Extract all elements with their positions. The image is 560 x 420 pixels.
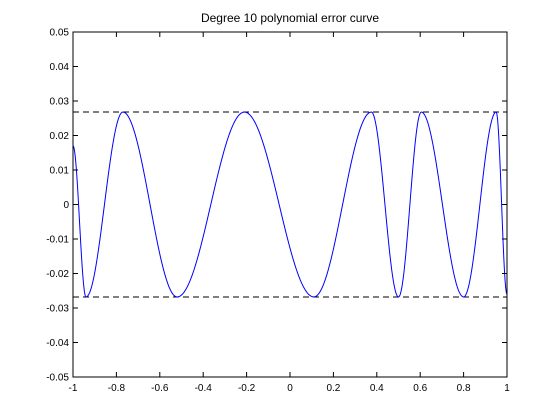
x-tick-label: -0.8	[108, 383, 126, 394]
y-tick-label: -0.03	[46, 304, 69, 315]
y-tick-label: -0.02	[46, 269, 69, 280]
x-tick-label: -0.6	[151, 383, 169, 394]
x-tick-label: 0.6	[413, 383, 427, 394]
chart-title: Degree 10 polynomial error curve	[201, 11, 379, 25]
x-tick-label: 0	[287, 383, 293, 394]
axes-frame	[72, 31, 508, 378]
error-curve-series	[72, 111, 508, 298]
y-tick-label: 0	[63, 200, 69, 211]
x-tick-label: -0.2	[238, 383, 256, 394]
y-tick-label: 0.02	[50, 131, 70, 142]
x-tick-label: 0.8	[457, 383, 471, 394]
y-tick-label: -0.01	[46, 235, 69, 246]
y-tick-label: 0.03	[50, 97, 70, 108]
x-tick-label: 0.4	[370, 383, 384, 394]
plot-area	[72, 111, 508, 298]
y-tick-label: 0.01	[50, 166, 70, 177]
x-tick-label: -0.4	[195, 383, 213, 394]
y-tick-label: 0.04	[50, 62, 70, 73]
y-tick-label: -0.04	[46, 338, 69, 349]
axis-ticks: -1 -0.8 -0.6 -0.4 -0.2 0 0.2 0.4 0.6 0.8 1 -0.05 -0.…	[46, 28, 510, 395]
y-tick-label: 0.05	[50, 28, 70, 39]
y-tick-label: -0.05	[46, 373, 69, 384]
x-tick-label: 0.2	[326, 383, 340, 394]
x-tick-label: -1	[69, 383, 78, 394]
x-tick-label: 1	[504, 383, 510, 394]
